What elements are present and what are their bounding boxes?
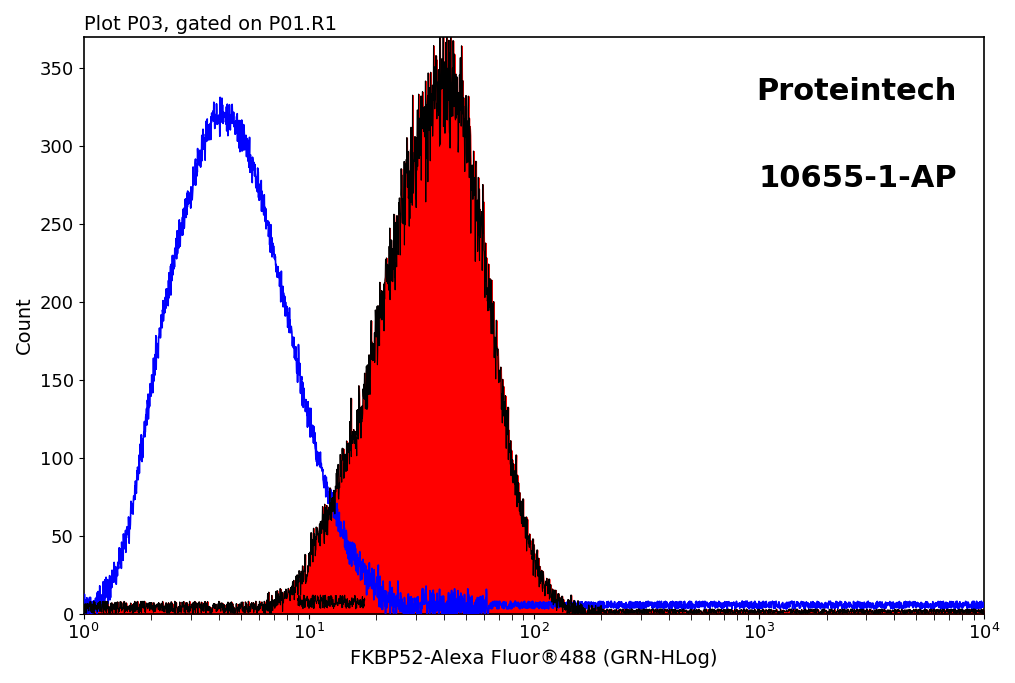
X-axis label: FKBP52-Alexa Fluor®488 (GRN-HLog): FKBP52-Alexa Fluor®488 (GRN-HLog)	[350, 649, 718, 668]
Y-axis label: Count: Count	[15, 296, 33, 354]
Text: Proteintech: Proteintech	[756, 77, 957, 107]
Text: 10655-1-AP: 10655-1-AP	[758, 164, 957, 193]
Text: Plot P03, gated on P01.R1: Plot P03, gated on P01.R1	[83, 15, 337, 34]
